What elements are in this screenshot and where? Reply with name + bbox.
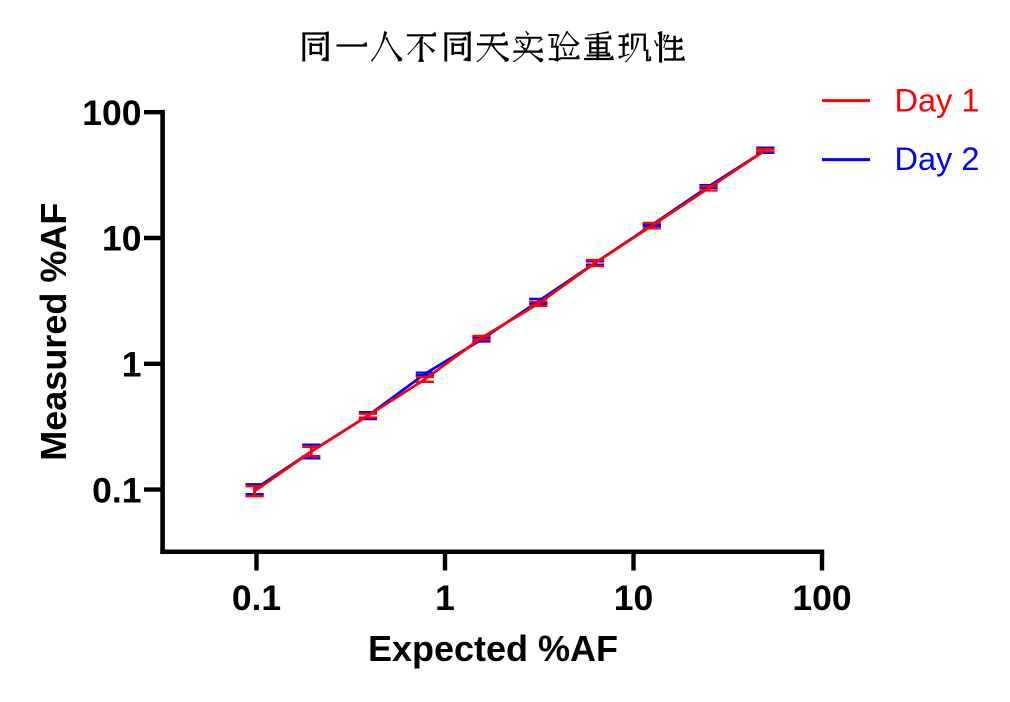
svg-text:1: 1: [435, 578, 455, 618]
svg-text:10: 10: [102, 219, 142, 259]
svg-text:Expected %AF: Expected %AF: [368, 628, 618, 669]
svg-text:10: 10: [614, 578, 654, 618]
svg-text:Measured %AF: Measured %AF: [33, 203, 74, 461]
svg-text:100: 100: [792, 578, 851, 618]
svg-text:Day 2: Day 2: [895, 141, 980, 177]
svg-text:0.1: 0.1: [92, 470, 141, 510]
svg-text:100: 100: [82, 93, 141, 133]
svg-text:0.1: 0.1: [232, 578, 281, 618]
svg-text:1: 1: [122, 345, 142, 385]
svg-text:Day 1: Day 1: [895, 82, 980, 118]
